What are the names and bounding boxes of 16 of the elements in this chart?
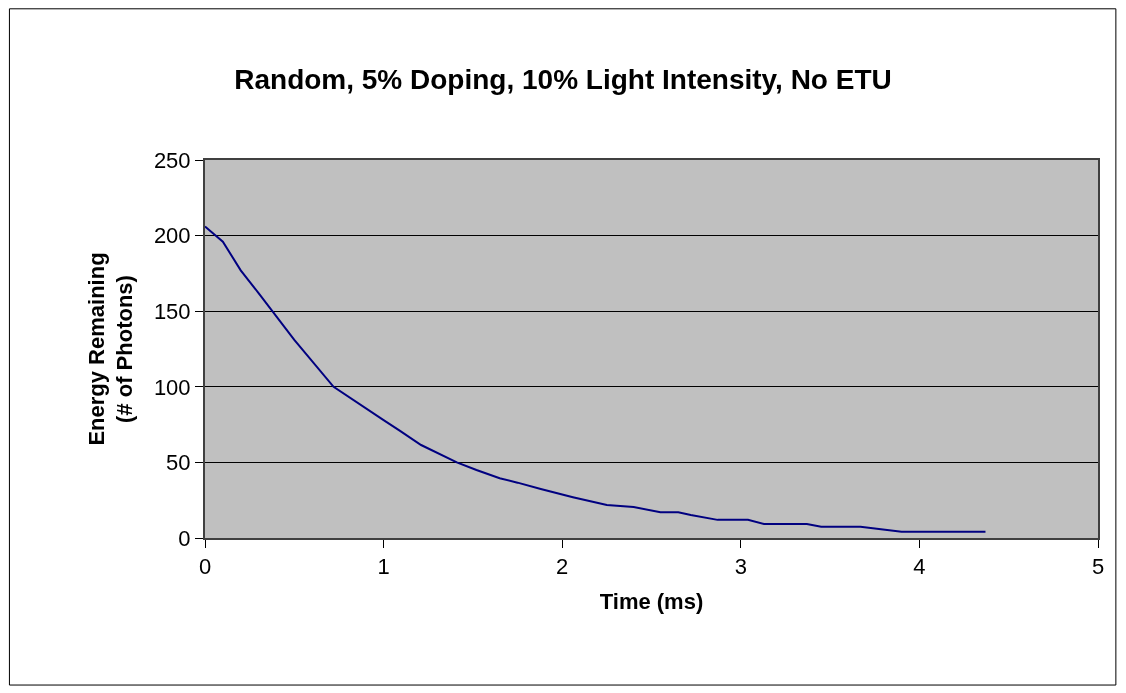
- y-tick-label: 50: [166, 450, 191, 476]
- y-tick-label: 100: [153, 374, 191, 400]
- line-series: [205, 225, 987, 533]
- x-tick-label: 0: [198, 554, 212, 580]
- y-tick-label: 200: [153, 223, 191, 249]
- x-tick-label: 2: [556, 554, 569, 580]
- x-tick-label: 1: [377, 554, 390, 580]
- x-axis-title: Time (ms): [599, 588, 704, 614]
- chart-title: Random, 5% Doping, 10% Light Intensity, No ETU: [234, 63, 892, 95]
- y-tick-label: 250: [153, 147, 191, 173]
- y-axis-title: Energy Remaining (# of Photons): [83, 252, 138, 446]
- x-tick-label: 4: [913, 554, 926, 580]
- x-tick-label: 3: [734, 554, 747, 580]
- y-tick-label: 150: [153, 298, 191, 324]
- x-tick-label: 5: [1091, 554, 1105, 580]
- y-tick-label: 0: [178, 525, 191, 551]
